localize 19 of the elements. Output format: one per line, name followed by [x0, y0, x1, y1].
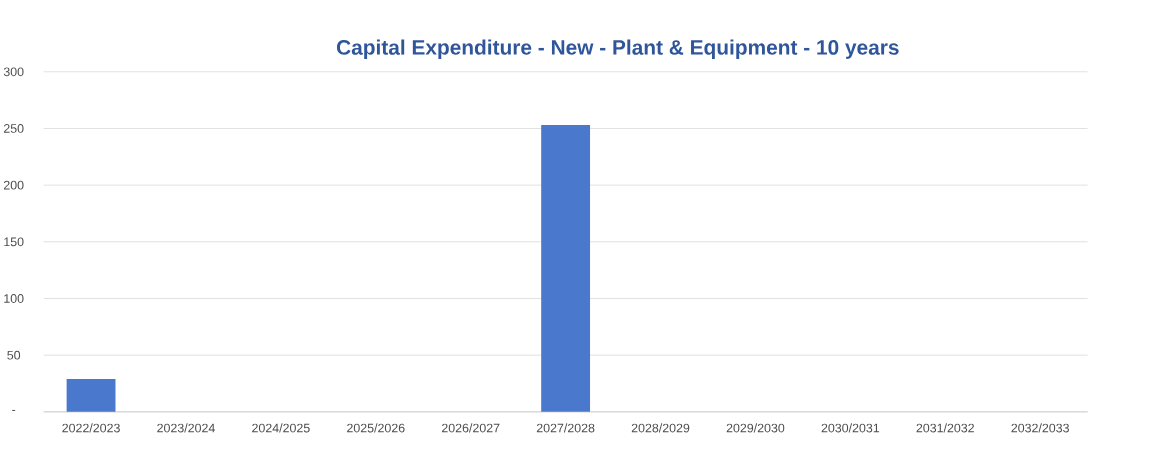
y-tick-label: 200 [3, 180, 24, 190]
x-tick-label: 2028/2029 [631, 423, 690, 433]
x-tick-label: 2025/2026 [347, 423, 405, 433]
x-tick-label: 2022/2023 [62, 423, 120, 433]
x-tick-label: 2023/2024 [157, 423, 215, 433]
y-tick-label: 150 [4, 237, 24, 247]
x-tick-label: 2030/2031 [821, 423, 880, 433]
x-tick-label: 2024/2025 [252, 423, 310, 433]
y-tick-label: - [12, 410, 16, 412]
x-tick-label: 2029/2030 [726, 423, 785, 433]
y-tick-label: 300 [3, 67, 24, 77]
x-tick-label: 2031/2032 [916, 423, 974, 433]
y-tick-label: 250 [3, 124, 24, 133]
y-tick-label: 50 [7, 350, 21, 360]
y-tick-label: 100 [4, 294, 24, 304]
chart-title: Capital Expenditure - New - Plant & Equipment - 10 years [336, 39, 899, 60]
x-tick-label: 2026/2027 [441, 423, 500, 433]
x-tick-label: 2032/2033 [1011, 423, 1069, 433]
x-tick-label: 2027/2028 [536, 423, 595, 433]
